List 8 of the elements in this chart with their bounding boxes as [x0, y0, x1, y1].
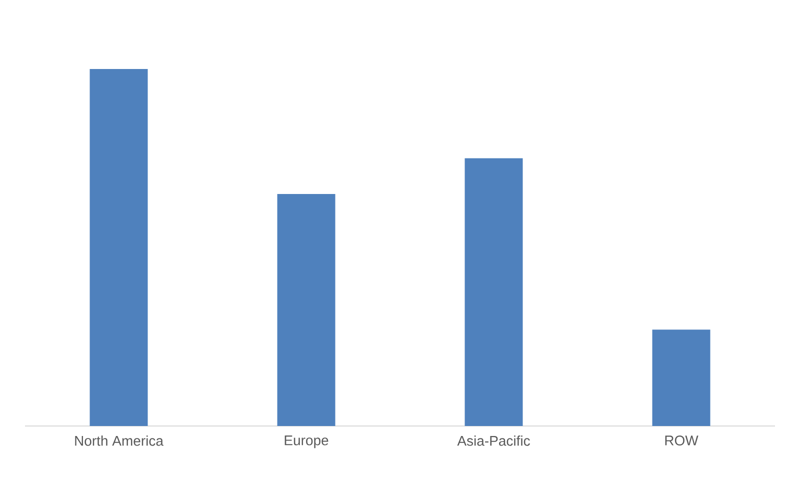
x-tick-label: ROW — [665, 436, 698, 446]
bar — [464, 158, 523, 426]
bar — [652, 330, 710, 426]
bar — [277, 194, 336, 426]
x-tick-label: Asia-Pacific — [457, 436, 530, 446]
x-tick-label: North America — [75, 436, 164, 446]
bar — [90, 69, 148, 426]
x-tick-label: Europe — [284, 436, 328, 448]
